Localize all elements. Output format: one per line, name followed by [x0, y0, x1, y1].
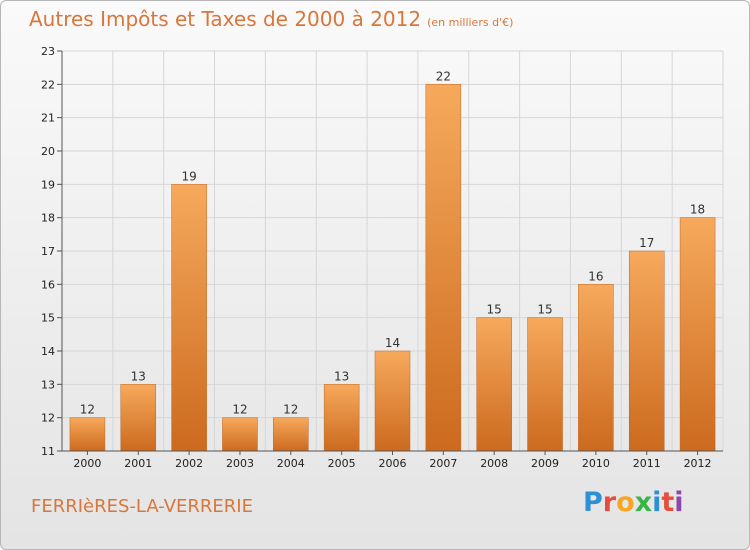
bar-value-label: 15 — [537, 303, 552, 317]
bar-value-label: 13 — [131, 369, 146, 383]
bar-2009 — [527, 317, 563, 452]
y-tick-label: 12 — [41, 412, 55, 425]
y-tick-label: 20 — [41, 145, 55, 158]
town-name: FERRIèRES-LA-VERRERIE — [31, 496, 253, 517]
bar-2002 — [171, 184, 207, 452]
x-tick-label: 2005 — [328, 457, 356, 470]
bar-value-label: 18 — [690, 203, 705, 217]
bar-2008 — [476, 317, 512, 452]
bar-2007 — [425, 84, 462, 452]
x-tick-label: 2003 — [226, 457, 254, 470]
x-tick-label: 2007 — [429, 457, 457, 470]
bar-value-label: 14 — [385, 336, 400, 350]
bar-value-label: 12 — [283, 403, 298, 417]
bar-2006 — [374, 350, 411, 452]
x-tick-label: 2002 — [175, 457, 203, 470]
bar-value-label: 12 — [80, 403, 95, 417]
bar-2012 — [679, 217, 716, 452]
y-tick-label: 15 — [41, 312, 55, 325]
bar-value-label: 13 — [334, 369, 349, 383]
proxiti-logo: Proxiti — [583, 487, 684, 518]
x-tick-label: 2012 — [684, 457, 712, 470]
y-tick-label: 23 — [41, 45, 55, 58]
bar-value-label: 19 — [181, 169, 196, 183]
y-tick-label: 11 — [41, 445, 55, 458]
x-tick-label: 2009 — [531, 457, 559, 470]
y-tick-label: 16 — [41, 278, 55, 291]
chart-unit: (en milliers d'€) — [427, 16, 514, 29]
x-tick-label: 2004 — [277, 457, 305, 470]
x-tick-label: 2001 — [124, 457, 152, 470]
bar-2001 — [120, 384, 157, 452]
bar-value-label: 15 — [487, 303, 502, 317]
bar-2011 — [628, 250, 665, 452]
bar-2003 — [222, 417, 258, 452]
x-tick-label: 2011 — [633, 457, 661, 470]
y-tick-label: 22 — [41, 78, 55, 91]
y-tick-label: 21 — [41, 112, 55, 125]
y-tick-label: 17 — [41, 245, 55, 258]
bar-value-label: 17 — [639, 236, 654, 250]
x-tick-label: 2000 — [73, 457, 101, 470]
x-tick-label: 2006 — [379, 457, 407, 470]
bar-value-label: 16 — [588, 269, 603, 283]
bar-2010 — [578, 284, 614, 452]
bar-value-label: 22 — [436, 69, 451, 83]
chart-title: Autres Impôts et Taxes de 2000 à 2012 (en… — [29, 7, 513, 31]
x-tick-label: 2008 — [480, 457, 508, 470]
x-tick-label: 2010 — [582, 457, 610, 470]
y-tick-label: 13 — [41, 378, 55, 391]
y-tick-label: 14 — [41, 345, 55, 358]
bar-value-label: 12 — [232, 403, 247, 417]
y-tick-label: 18 — [41, 212, 55, 225]
y-tick-label: 19 — [41, 178, 55, 191]
bar-2000 — [69, 417, 106, 452]
chart-title-text: Autres Impôts et Taxes de 2000 à 2012 — [29, 7, 422, 31]
bar-2004 — [273, 417, 309, 452]
bar-2005 — [323, 384, 360, 452]
